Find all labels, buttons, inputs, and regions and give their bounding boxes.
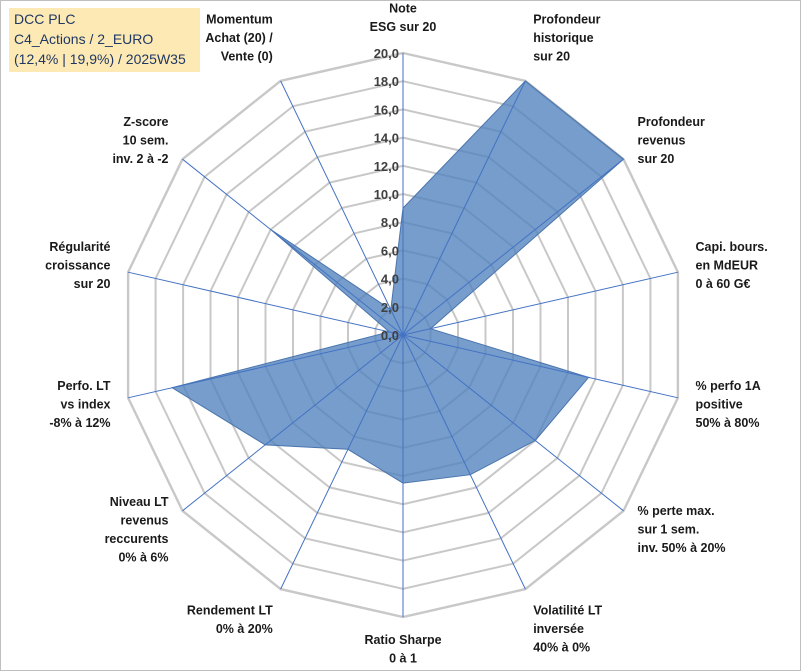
axis-label-line: Achat (20) / (205, 31, 273, 45)
axis-label-line: 0 à 1 (389, 652, 417, 666)
chart-title-box: DCC PLC C4_Actions / 2_EURO (12,4% | 19,… (9, 8, 200, 72)
axis-spoke (402, 334, 526, 590)
axis-label: % perte max. sur 1 sem. inv. 50% à 20% (638, 504, 726, 555)
axis-label-line: Z-score (123, 115, 168, 129)
axis-label-line: Ratio Sharpe (364, 633, 441, 647)
axis-spoke (182, 158, 404, 336)
axis-label-line: revenus (121, 513, 169, 527)
axis-label-line: reccurents (105, 532, 169, 546)
axis-label-line: revenus (638, 134, 686, 148)
tick-label: 18,0 (374, 74, 399, 89)
tick-label: 16,0 (374, 102, 399, 117)
axis-spoke (402, 80, 526, 336)
axis-label-line: 50% à 80% (696, 416, 760, 430)
axis-label-line: ESG sur 20 (370, 20, 437, 34)
axis-label-line: vs index (60, 397, 110, 411)
axis-label-line: % perfo 1A (696, 379, 761, 393)
tick-label: 2,0 (381, 300, 399, 315)
axis-label: Z-score 10 sem. inv. 2 à -2 (112, 115, 168, 166)
axis-spoke (280, 80, 404, 336)
axis-label-line: Profondeur (533, 13, 600, 27)
axis-spoke (280, 334, 404, 590)
axis-label-line: sur 20 (638, 152, 675, 166)
tick-label: 0,0 (381, 328, 399, 343)
axis-label-line: 0 à 60 G€ (696, 277, 751, 291)
axis-label-line: -8% à 12% (49, 416, 110, 430)
axis-label-line: 0% à 20% (216, 622, 273, 636)
axis-label-line: inv. 50% à 20% (638, 541, 726, 555)
tick-label: 20,0 (374, 46, 399, 61)
axis-spoke (402, 334, 679, 399)
axis-spoke (402, 158, 624, 336)
axis-label-line: Niveau LT (110, 495, 169, 509)
axis-label-line: 40% à 0% (533, 640, 590, 654)
axis-label-line: croissance (45, 259, 110, 273)
axis-label-line: inversée (533, 622, 584, 636)
axis-label: Ratio Sharpe 0 à 1 (364, 633, 441, 666)
axis-label-line: Régularité (49, 240, 110, 254)
axis-label-line: Note (389, 2, 417, 16)
axis-label-line: sur 20 (533, 50, 570, 64)
company-name: DCC PLC (14, 11, 76, 27)
tick-label: 8,0 (381, 215, 399, 230)
axis-label: % perfo 1A positive 50% à 80% (696, 379, 761, 430)
axis-label-line: 10 sem. (123, 134, 169, 148)
axis-spoke (402, 334, 624, 512)
axis-label-line: Vente (0) (221, 50, 273, 64)
axis-label-line: en MdEUR (696, 259, 759, 273)
axis-label-line: Perfo. LT (57, 379, 111, 393)
tick-label: 4,0 (381, 272, 399, 287)
axis-label-line: Momentum (206, 13, 273, 27)
axis-label: Capi. bours. en MdEUR 0 à 60 G€ (696, 240, 768, 291)
axis-label: Rendement LT 0% à 20% (187, 603, 273, 636)
period-label: (12,4% | 19,9%) / 2025W35 (14, 51, 186, 67)
axis-label: Profondeur revenus sur 20 (638, 115, 705, 166)
axis-spoke (127, 334, 404, 399)
category-label: C4_Actions / 2_EURO (14, 31, 154, 47)
axis-label-line: inv. 2 à -2 (112, 152, 168, 166)
axis-label-line: positive (696, 397, 743, 411)
axis-label-line: Profondeur (638, 115, 705, 129)
axis-label-line: sur 1 sem. (638, 523, 700, 537)
axis-label: Momentum Achat (20) / Vente (0) (205, 13, 273, 64)
tick-label: 6,0 (381, 243, 399, 258)
tick-label: 10,0 (374, 187, 399, 202)
tick-label: 12,0 (374, 159, 399, 174)
axis-label-line: Volatilité LT (533, 603, 602, 617)
axis-label-line: historique (533, 31, 593, 45)
axis-label: Régularité croissance sur 20 (45, 240, 110, 291)
axis-label-line: Capi. bours. (696, 240, 768, 254)
axis-label-line: sur 20 (74, 277, 111, 291)
axis-label: Niveau LT revenus reccurents 0% à 6% (105, 495, 169, 565)
axis-label-line: % perte max. (638, 504, 715, 518)
tick-label: 14,0 (374, 131, 399, 146)
axis-label-line: 0% à 6% (118, 550, 168, 564)
axis-label: Perfo. LT vs index -8% à 12% (49, 379, 111, 430)
axis-label: Note ESG sur 20 (370, 2, 437, 35)
axis-label: Volatilité LT inversée 40% à 0% (533, 603, 602, 654)
axis-spoke (127, 271, 404, 336)
axis-spoke (402, 271, 679, 336)
axis-label: Profondeur historique sur 20 (533, 13, 600, 64)
axis-spoke (182, 334, 404, 512)
axis-label-line: Rendement LT (187, 603, 273, 617)
